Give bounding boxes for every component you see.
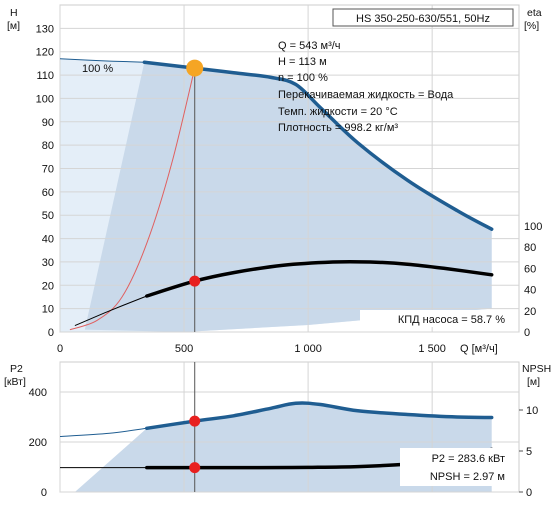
system-curve bbox=[69, 67, 196, 331]
bottom-grid bbox=[59, 362, 519, 493]
top-right-tick-label: 100 bbox=[524, 221, 542, 233]
power-info: P2 = 283.6 кВт bbox=[432, 453, 505, 465]
top-panel: 0 10 20 30 40 50 60 70 80 90 100 110 120 130 0 20 40 60 8… bbox=[7, 4, 542, 355]
top-right-tick-label: 40 bbox=[524, 285, 536, 297]
top-right-axis-label: eta bbox=[527, 7, 542, 19]
top-left-tick-label: 120 bbox=[36, 47, 54, 59]
top-grid bbox=[59, 5, 519, 333]
bottom-right-tick-label: 0 bbox=[526, 487, 532, 499]
power-range-band bbox=[74, 403, 492, 492]
efficiency-curve bbox=[145, 259, 494, 298]
info-line-2: H = 113 м bbox=[278, 56, 327, 68]
speed-label: 100 % bbox=[82, 63, 113, 75]
efficiency-curve-thin bbox=[74, 295, 147, 327]
top-left-tick-label: 10 bbox=[42, 304, 54, 316]
bottom-right-tick-label: 10 bbox=[526, 405, 538, 417]
bottom-panel: 0 200 400 0 5 10 P2 [кВт] NPSH [м] P2 = 283.… bbox=[4, 361, 551, 499]
bottom-left-axis-label: P2 bbox=[10, 363, 23, 375]
top-right-tick-label: 80 bbox=[524, 242, 536, 254]
top-left-tick-label: 60 bbox=[42, 187, 54, 199]
head-curve bbox=[142, 60, 494, 231]
bottom-left-tick-label: 0 bbox=[41, 487, 47, 499]
top-left-tick-label: 80 bbox=[42, 140, 54, 152]
top-left-axis-label: H bbox=[10, 7, 18, 19]
top-x-tick-label: 1 500 bbox=[418, 343, 446, 355]
bottom-left-axis-unit: [кВт] bbox=[4, 376, 26, 388]
top-left-axis-unit: [м] bbox=[7, 20, 20, 32]
head-curve-thin bbox=[59, 58, 145, 63]
bottom-left-ticks: 0 200 400 bbox=[29, 387, 47, 499]
top-right-axis-unit: [%] bbox=[524, 20, 539, 32]
chart-title: HS 350-250-630/551, 50Hz bbox=[356, 13, 490, 25]
top-left-tick-label: 0 bbox=[48, 327, 54, 339]
top-right-tick-label: 60 bbox=[524, 263, 536, 275]
chart-title-box bbox=[332, 8, 514, 27]
bottom-info-bg bbox=[400, 448, 512, 486]
power-curve bbox=[145, 401, 494, 431]
top-right-tick-label: 0 bbox=[524, 327, 530, 339]
top-x-tick-label: 1 000 bbox=[294, 343, 322, 355]
top-right-tick-label: 20 bbox=[524, 306, 536, 318]
npsh-point-marker bbox=[189, 462, 201, 474]
top-left-tick-label: 40 bbox=[42, 234, 54, 246]
top-x-tick-label: 500 bbox=[175, 343, 193, 355]
top-x-axis-label: Q [м³/ч] bbox=[460, 343, 498, 355]
top-left-tick-label: 130 bbox=[36, 23, 54, 35]
top-right-ticks: 0 20 40 60 80 100 bbox=[524, 221, 542, 339]
info-line-6: Плотность = 998.2 кг/м³ bbox=[278, 122, 398, 134]
bottom-left-tick-label: 400 bbox=[29, 387, 47, 399]
bottom-right-ticks: 0 5 10 bbox=[519, 405, 538, 499]
info-line-4: Перекачиваемая жидкость = Вода bbox=[278, 89, 454, 101]
efficiency-label: КПД насоса = 58.7 % bbox=[398, 314, 505, 326]
top-left-tick-label: 90 bbox=[42, 117, 54, 129]
bottom-left-tick-label: 200 bbox=[29, 437, 47, 449]
power-curve-thin bbox=[59, 427, 147, 437]
top-left-tick-label: 30 bbox=[42, 257, 54, 269]
top-left-ticks: 0 10 20 30 40 50 60 70 80 90 100 110 120 130 bbox=[36, 23, 54, 339]
bottom-right-axis-unit: [м] bbox=[527, 376, 540, 388]
operating-point-marker bbox=[186, 59, 204, 77]
top-left-tick-label: 50 bbox=[42, 210, 54, 222]
npsh-info: NPSH = 2.97 м bbox=[430, 471, 505, 483]
top-left-tick-label: 20 bbox=[42, 280, 54, 292]
top-left-tick-label: 70 bbox=[42, 164, 54, 176]
efficiency-label-bg bbox=[360, 310, 509, 327]
bottom-right-axis-label: NPSH bbox=[522, 363, 551, 375]
top-x-tick-label: 0 bbox=[57, 343, 63, 355]
top-left-tick-label: 110 bbox=[36, 70, 54, 82]
power-point-marker bbox=[189, 415, 201, 427]
info-line-1: Q = 543 м³/ч bbox=[278, 40, 341, 52]
info-line-3: n = 100 % bbox=[278, 72, 328, 84]
info-line-5: Темп. жидкости = 20 °C bbox=[278, 106, 398, 118]
efficiency-point-marker bbox=[189, 275, 201, 287]
top-left-tick-label: 100 bbox=[36, 93, 54, 105]
bottom-right-tick-label: 5 bbox=[526, 446, 532, 458]
top-x-ticks: 0 500 1 000 1 500 bbox=[57, 343, 446, 355]
